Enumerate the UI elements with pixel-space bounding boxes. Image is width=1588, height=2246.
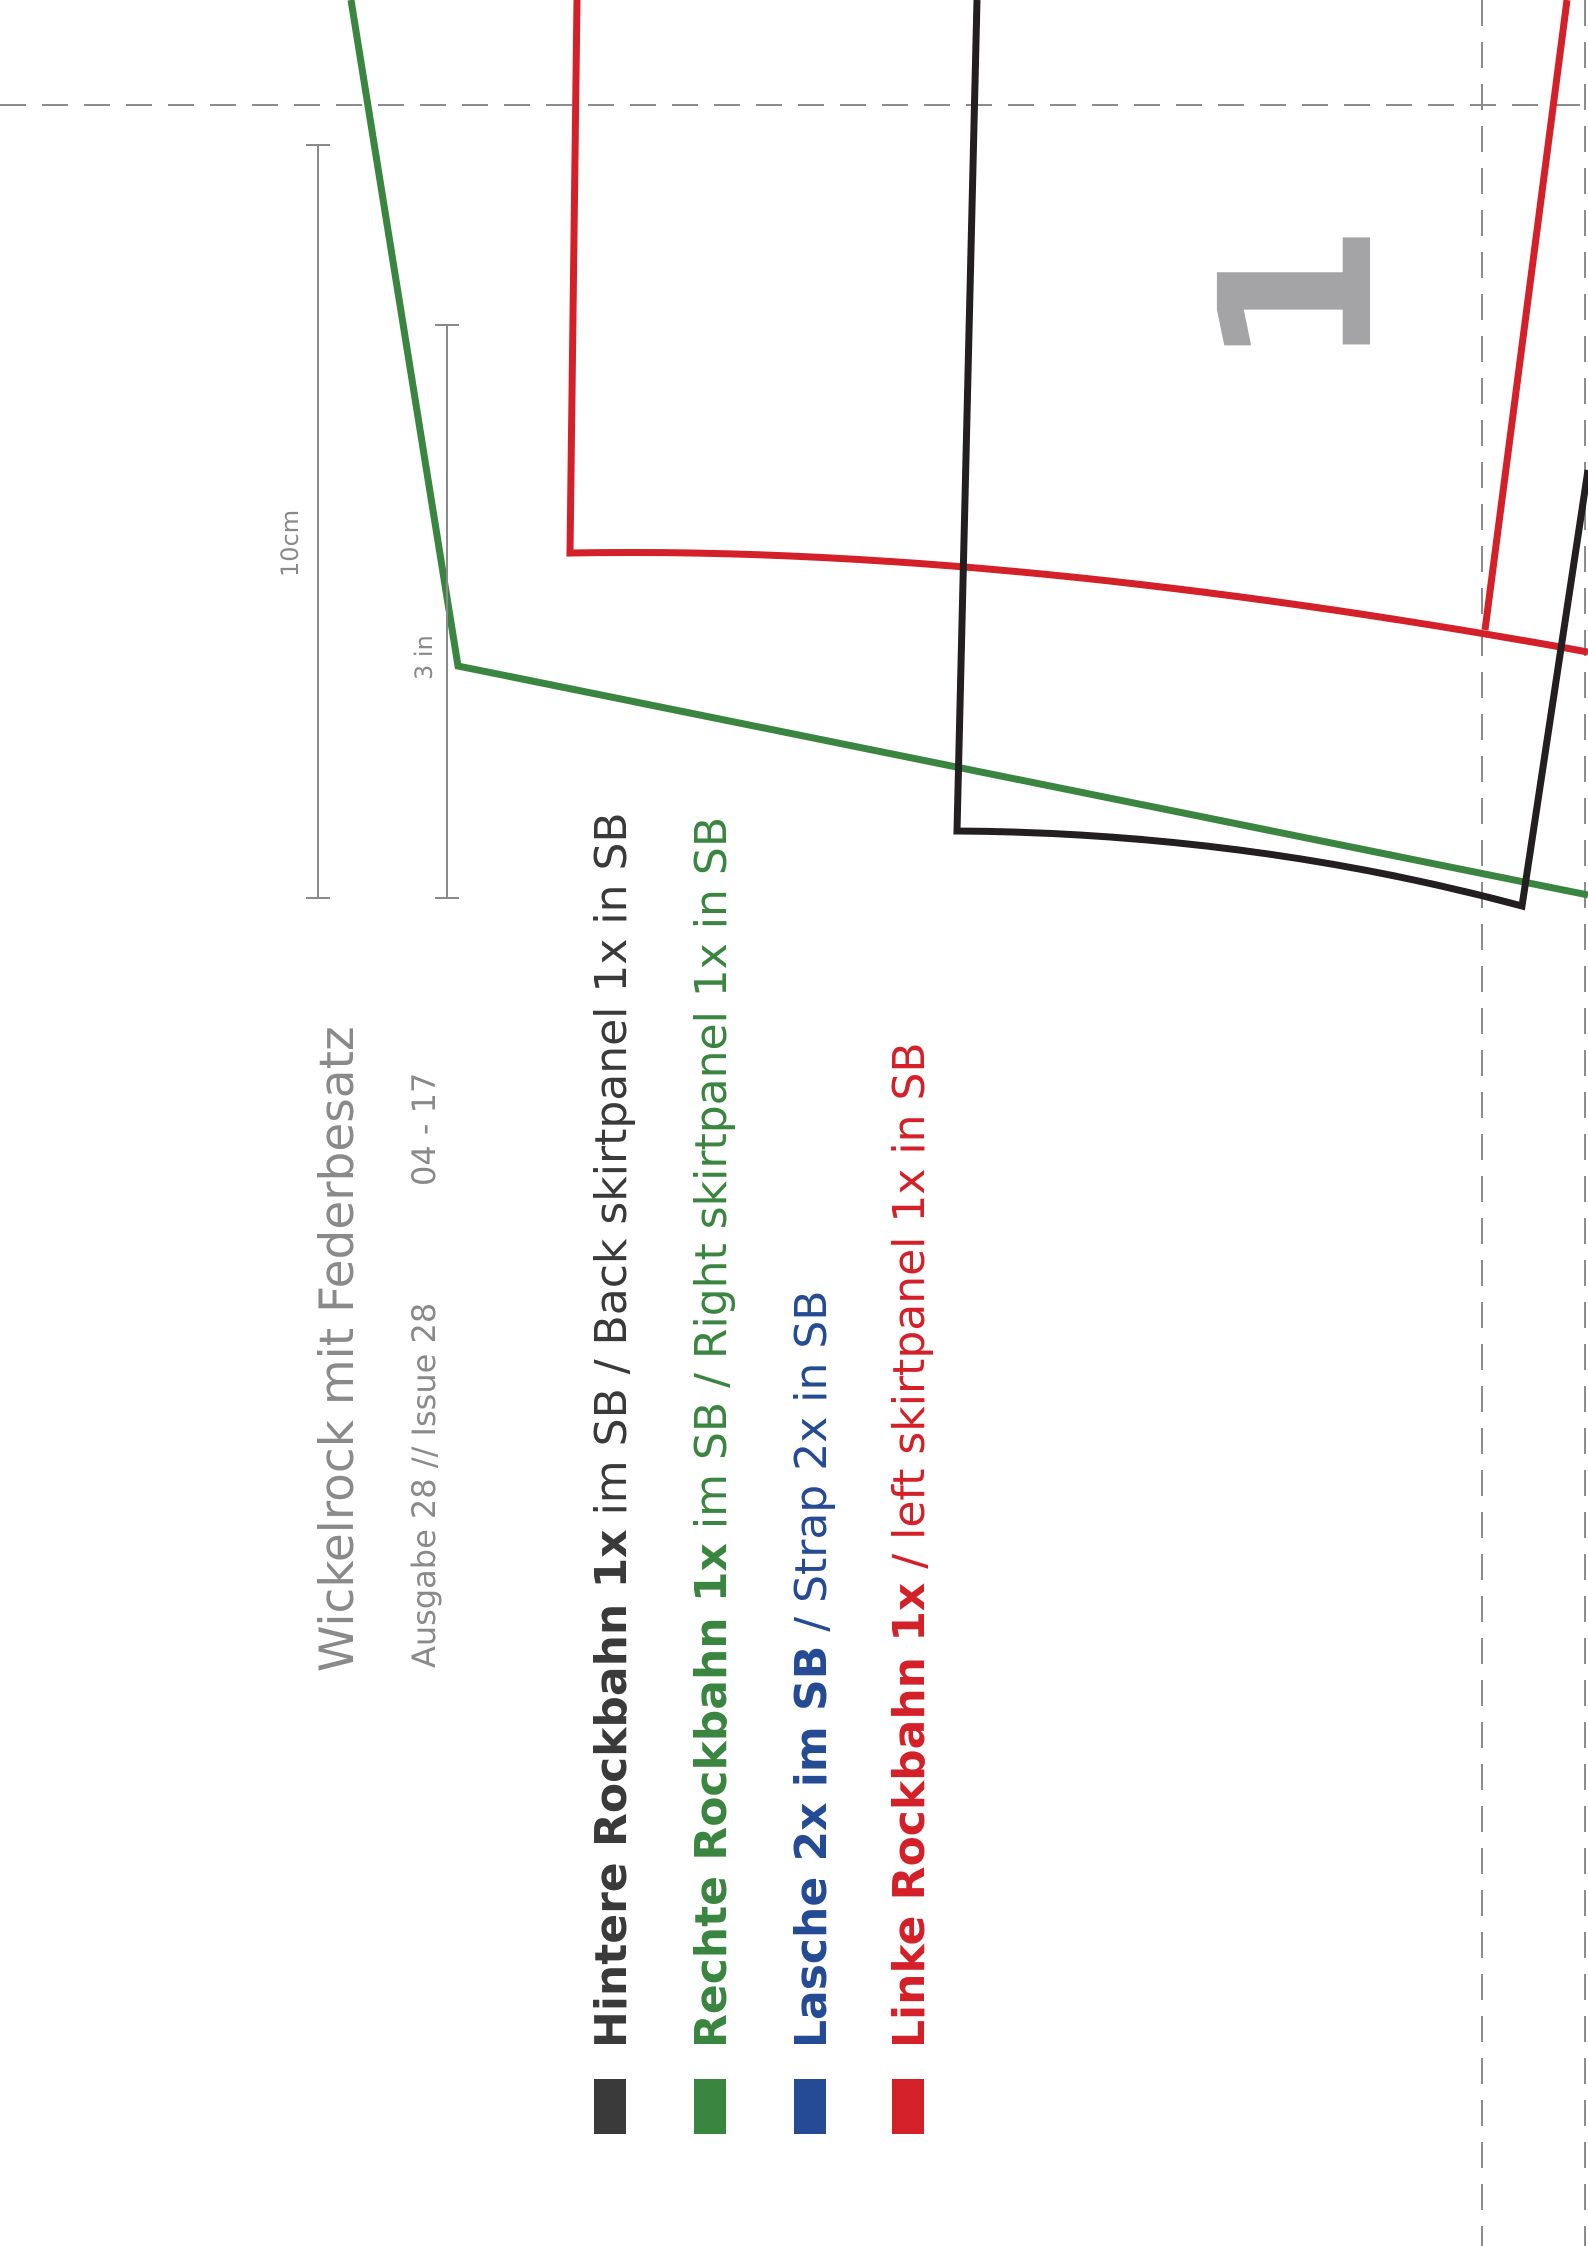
legend-label: Lasche 2x im SB / Strap 2x in SB xyxy=(786,1291,837,2048)
legend-regular: im SB / Right skirtpanel 1x in SB xyxy=(686,817,737,1543)
left-panel-outline xyxy=(566,0,1588,656)
legend-label: Linke Rockbahn 1x / left skirtpanel 1x i… xyxy=(884,1042,935,2048)
back-panel-outline xyxy=(953,0,1588,911)
page-number: 1 xyxy=(1175,223,1420,369)
legend-regular: im SB / Back skirtpanel 1x in SB xyxy=(586,812,637,1529)
right-panel-outline xyxy=(347,0,1588,899)
legend-label: Hintere Rockbahn 1x im SB / Back skirtpa… xyxy=(586,812,637,2048)
scale-label: 10cm xyxy=(276,510,304,577)
date: 04 - 17 xyxy=(405,1073,443,1186)
legend-bold: Linke Rockbahn 1x xyxy=(884,1583,935,2048)
legend-swatch xyxy=(694,2079,726,2134)
legend-swatch xyxy=(594,2079,626,2134)
legend-swatch xyxy=(794,2079,826,2134)
legend-bold: Lasche 2x im SB xyxy=(786,1646,837,2048)
title: Wickelrock mit Federbesatz xyxy=(310,1026,365,1672)
legend-regular: / left skirtpanel 1x in SB xyxy=(884,1042,935,1582)
issue: Ausgabe 28 // Issue 28 xyxy=(405,1303,443,1668)
left-panel-outline xyxy=(1481,0,1571,631)
legend-swatch xyxy=(892,2079,924,2134)
legend-bold: Hintere Rockbahn 1x xyxy=(586,1529,637,2048)
legend: Hintere Rockbahn 1x im SB / Back skirtpa… xyxy=(586,812,935,2134)
legend-bold: Rechte Rockbahn 1x xyxy=(686,1543,737,2048)
legend-regular: / Strap 2x in SB xyxy=(786,1291,837,1646)
scale-label: 3 in xyxy=(410,635,438,680)
legend-label: Rechte Rockbahn 1x im SB / Right skirtpa… xyxy=(686,817,737,2048)
